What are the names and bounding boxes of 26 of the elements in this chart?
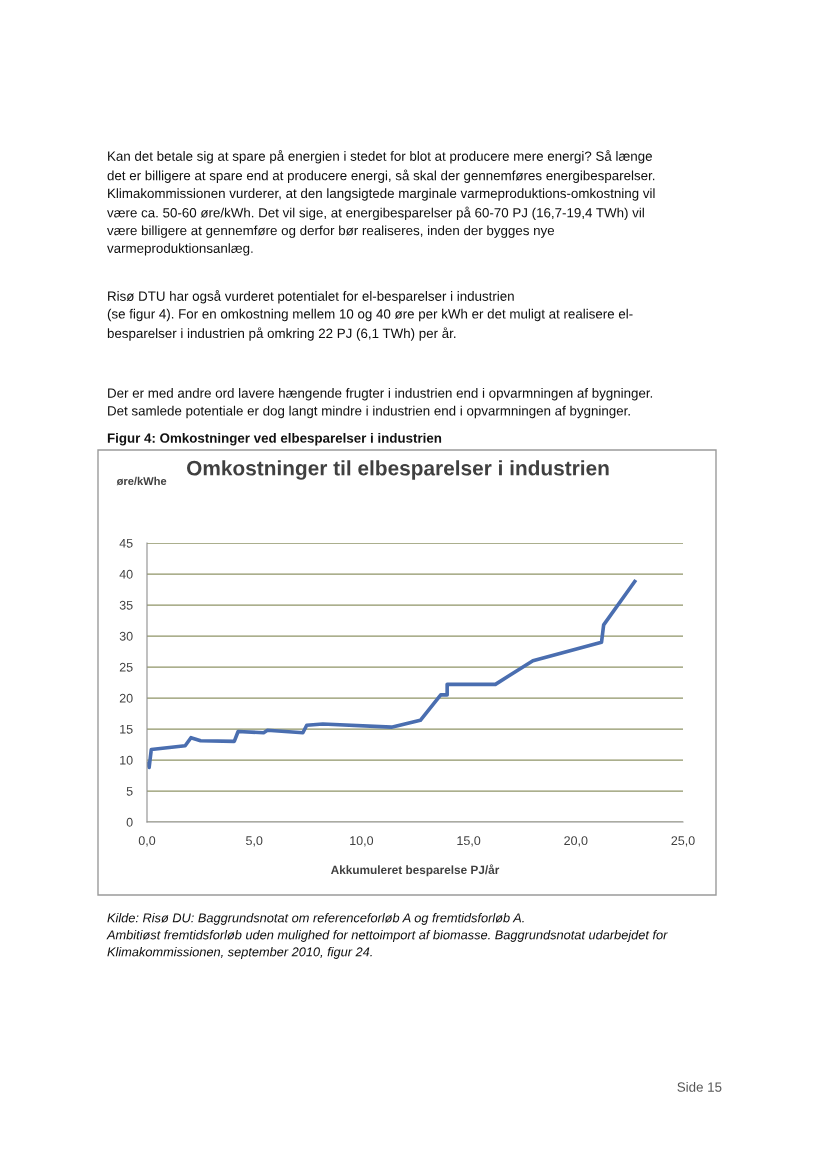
y-tick-label: 10 bbox=[120, 755, 133, 765]
y-tick-label: 20 bbox=[119, 693, 133, 703]
text: Side 15 bbox=[677, 1082, 722, 1092]
y-tick-label: 45 bbox=[119, 538, 133, 548]
x-tick-label: 15,0 bbox=[457, 836, 481, 847]
text: Figur 4: Omkostninger ved elbesparelser i industrien bbox=[107, 433, 442, 446]
y-tick-label: 30 bbox=[119, 631, 133, 641]
text: Risø DTU har også vurderet potentialet for el-besparelser i industrien (se figur 4). For en omkostning mellem 10 og 40 øre per kWh er det muligt at realisere el- besparelser i industrien på omkring 22 PJ (6,1 TWh) per år. bbox=[107, 290, 633, 341]
chart-title: Omkostninger til elbesparelser i industrien bbox=[187, 460, 609, 480]
x-tick-label: 25,0 bbox=[671, 836, 695, 847]
y-tick-label: 40 bbox=[119, 569, 133, 579]
y-tick-label: 25 bbox=[119, 662, 133, 672]
x-tick-label: 5,0 bbox=[246, 836, 263, 847]
y-tick-label: 35 bbox=[119, 600, 133, 610]
y-axis-title: øre/kWhe bbox=[116, 476, 167, 486]
x-tick-label: 0,0 bbox=[138, 836, 156, 847]
y-tick-label: 0 bbox=[126, 817, 133, 827]
x-tick-label: 20,0 bbox=[564, 836, 588, 847]
y-tick-label: 5 bbox=[126, 786, 133, 796]
text: Kan det betale sig at spare på energien i stedet for blot at producere mere energi? Så længe det er billigere at spare end at producere energi, så skal der gennemføres energibesparelser. Klimakommissionen vurderer, at den langsigtede marginale varmeproduktions-omkostning vil være ca. 50-60 øre/kWh. Det vil sige, at energibesparelser på 60-70 PJ (16,7-19,4 TWh) vil være billigere at gennemføre og derfor bør realiseres, inden der bygges nye varmeproduktionsanlæg. bbox=[107, 150, 655, 256]
text: Der er med andre ord lavere hængende frugter i industrien end i opvarmningen af bygninger. Det samlede potentiale er dog langt mindre i industrien end i opvarmningen af bygninger. bbox=[108, 388, 653, 419]
text: Kilde: Risø DU: Baggrundsnotat om referenceforløb A og fremtidsforløb A. Ambitiøst fremtidsforløb uden mulighed for nettoimport af biomasse. Baggrundsnotat udarbejdet for Klimakommissionen, september 2010, figur 24. bbox=[106, 913, 668, 959]
y-tick-label: 15 bbox=[120, 724, 133, 734]
line-series bbox=[147, 579, 637, 770]
x-axis-title: Akkumuleret besparelse PJ/år bbox=[330, 864, 500, 877]
x-tick-label: 10,0 bbox=[350, 836, 374, 847]
